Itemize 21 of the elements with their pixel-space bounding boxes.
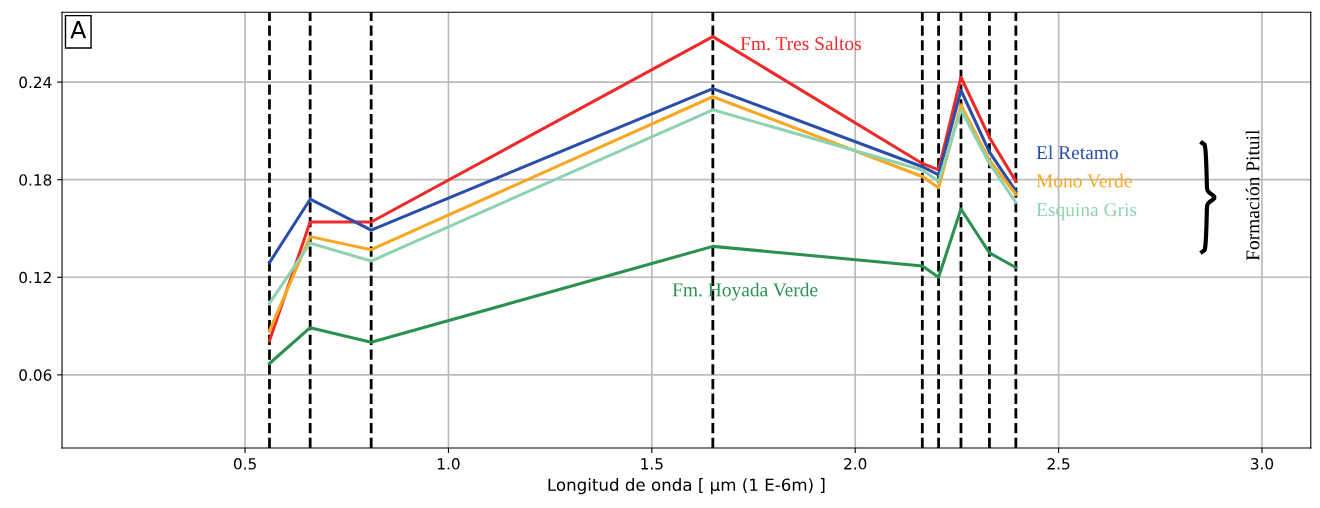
line-series <box>267 87 1018 265</box>
x-tick-label: 1.5 <box>641 458 663 470</box>
y-tick-label: 0.18 <box>19 174 52 186</box>
y-tick-label: 0.12 <box>19 271 51 284</box>
line-series <box>267 108 1018 305</box>
x-tick-label: 0.5 <box>233 458 256 470</box>
y-tick-label: 0.06 <box>19 369 52 381</box>
x-tick-label: 1.0 <box>437 458 460 470</box>
series-label: Fm. Tres Saltos <box>740 36 861 51</box>
line-series <box>267 207 1018 366</box>
x-tick-label: 3.0 <box>1250 458 1274 470</box>
x-tick-label: 2.5 <box>1047 458 1070 470</box>
series-label: El Retamo <box>1036 145 1118 160</box>
series-label: Mono Verde <box>1036 173 1132 188</box>
x-axis-title: Longitud de onda [ µm (1 E-6m) ] <box>548 478 825 495</box>
annotation: A <box>70 21 87 39</box>
y-tick-label: 0.24 <box>19 76 52 89</box>
line-series <box>267 35 1018 343</box>
annotation: Formación Pituil <box>1245 130 1260 261</box>
x-tick-label: 2.0 <box>844 458 867 470</box>
series-label: Fm. Hoyada Verde <box>672 282 818 301</box>
